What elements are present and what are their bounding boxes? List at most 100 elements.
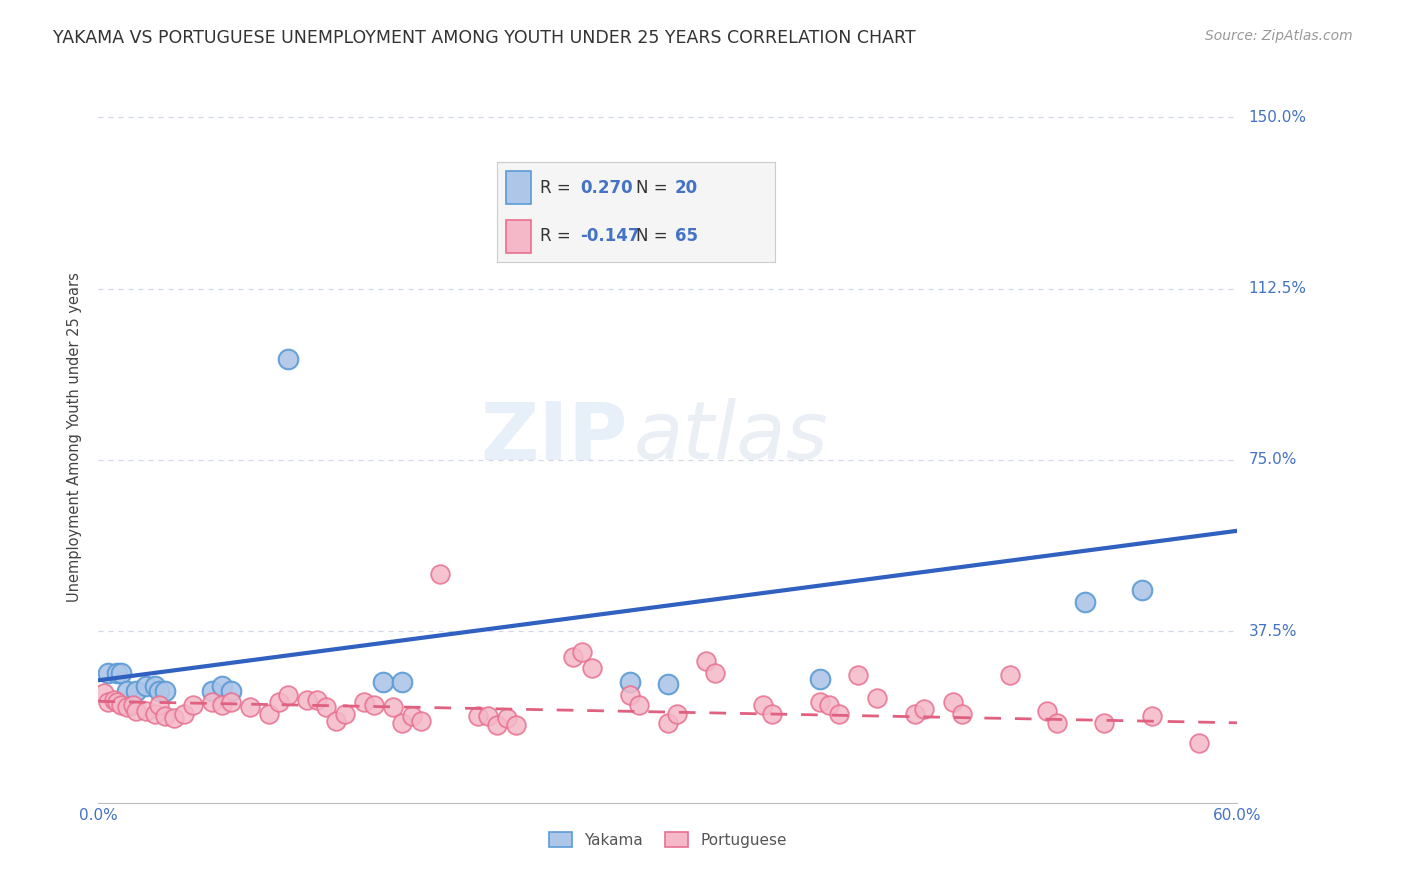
Point: [107, 665, 129, 680]
Point: [808, 673, 831, 687]
Text: N =: N =: [636, 227, 673, 245]
Point: [163, 711, 186, 725]
Point: [97, 665, 120, 680]
Text: 75.0%: 75.0%: [1249, 452, 1296, 467]
Point: [267, 695, 290, 709]
Point: [148, 698, 170, 712]
Point: [657, 677, 679, 691]
Point: [429, 567, 451, 582]
Point: [391, 715, 413, 730]
Point: [1132, 583, 1154, 598]
Text: 150.0%: 150.0%: [1249, 110, 1306, 125]
Point: [818, 698, 841, 712]
Point: [153, 683, 176, 698]
Text: 37.5%: 37.5%: [1249, 624, 1296, 639]
Point: [571, 645, 593, 659]
Point: [381, 699, 404, 714]
Point: [363, 698, 385, 712]
Point: [695, 654, 717, 668]
Point: [486, 718, 509, 732]
Point: [1074, 594, 1097, 608]
Point: [353, 695, 375, 709]
Point: [467, 709, 489, 723]
Point: [277, 352, 299, 367]
Text: 0.270: 0.270: [581, 179, 633, 197]
Point: [335, 706, 357, 721]
Point: [305, 693, 328, 707]
Point: [125, 683, 148, 698]
Point: [173, 706, 195, 721]
Point: [259, 706, 281, 721]
Point: [110, 665, 132, 680]
Point: [1046, 715, 1069, 730]
Text: ZIP: ZIP: [481, 398, 628, 476]
Point: [153, 709, 176, 723]
Point: [950, 706, 973, 721]
Point: [135, 705, 157, 719]
Point: [115, 699, 138, 714]
Point: [657, 715, 679, 730]
Text: 112.5%: 112.5%: [1249, 281, 1306, 296]
Legend: Yakama, Portuguese: Yakama, Portuguese: [543, 825, 793, 854]
Point: [97, 695, 120, 709]
Point: [581, 661, 603, 675]
Text: 20: 20: [675, 179, 699, 197]
Point: [562, 649, 585, 664]
Bar: [506, 171, 530, 204]
Point: [183, 698, 205, 712]
Point: [110, 698, 132, 712]
Point: [866, 690, 889, 705]
Point: [315, 699, 337, 714]
Point: [221, 695, 243, 709]
Point: [277, 689, 299, 703]
Point: [145, 679, 167, 693]
Point: [505, 718, 527, 732]
Point: [1188, 736, 1211, 750]
Point: [846, 667, 869, 681]
Point: [1140, 709, 1163, 723]
Text: R =: R =: [540, 227, 576, 245]
Point: [125, 705, 148, 719]
Point: [828, 706, 851, 721]
Point: [998, 667, 1021, 681]
Point: [325, 714, 347, 728]
Text: -0.147: -0.147: [581, 227, 640, 245]
Point: [121, 698, 143, 712]
Point: [211, 698, 233, 712]
Point: [103, 693, 125, 707]
Point: [115, 683, 138, 698]
Point: [619, 674, 641, 689]
Text: 65: 65: [675, 227, 697, 245]
Point: [93, 686, 115, 700]
Point: [619, 689, 641, 703]
Point: [752, 698, 775, 712]
Point: [942, 695, 965, 709]
Point: [666, 706, 689, 721]
Point: [808, 695, 831, 709]
Point: [201, 683, 224, 698]
Point: [628, 698, 651, 712]
Text: Source: ZipAtlas.com: Source: ZipAtlas.com: [1205, 29, 1353, 43]
Point: [201, 695, 224, 709]
Point: [297, 693, 319, 707]
Point: [495, 711, 517, 725]
Bar: [506, 219, 530, 252]
Point: [135, 679, 157, 693]
Point: [904, 706, 927, 721]
Point: [477, 709, 499, 723]
Point: [401, 709, 423, 723]
Point: [761, 706, 783, 721]
Point: [411, 714, 433, 728]
Point: [148, 683, 170, 698]
Text: R =: R =: [540, 179, 576, 197]
Point: [391, 674, 413, 689]
Point: [211, 679, 233, 693]
Point: [145, 706, 167, 721]
Point: [239, 699, 262, 714]
Point: [371, 674, 394, 689]
Point: [107, 695, 129, 709]
Point: [1036, 705, 1059, 719]
Point: [1094, 715, 1116, 730]
Text: atlas: atlas: [634, 398, 828, 476]
Text: YAKAMA VS PORTUGUESE UNEMPLOYMENT AMONG YOUTH UNDER 25 YEARS CORRELATION CHART: YAKAMA VS PORTUGUESE UNEMPLOYMENT AMONG …: [53, 29, 917, 46]
